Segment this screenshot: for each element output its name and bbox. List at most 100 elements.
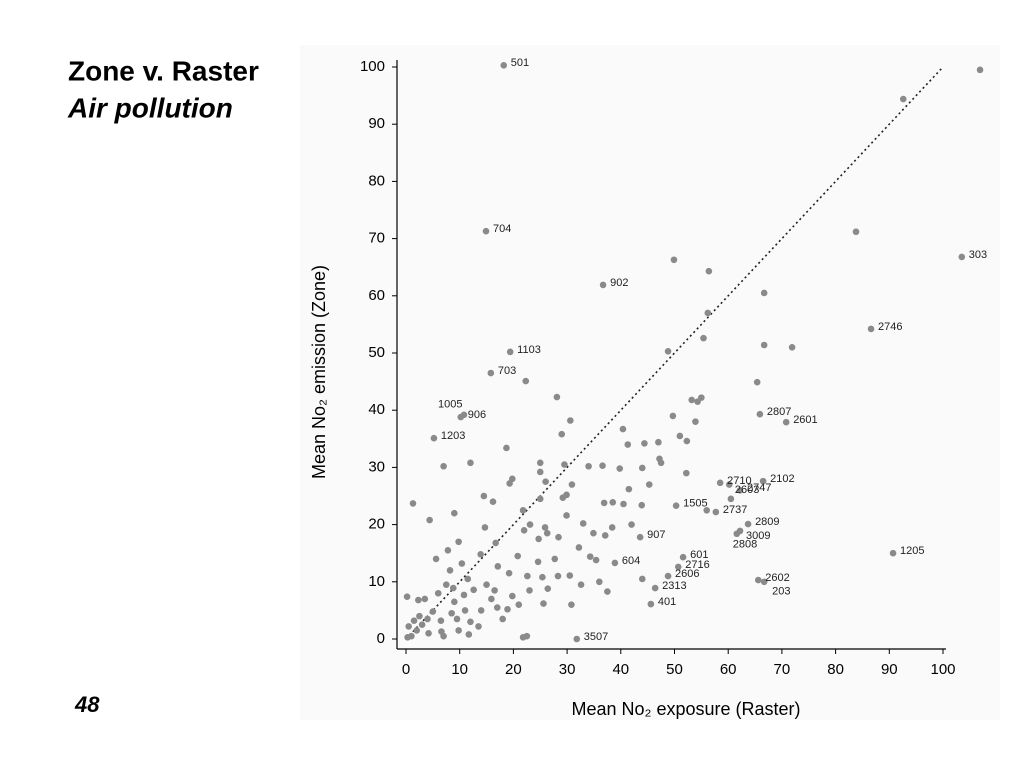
data-point: [542, 478, 549, 486]
data-point: [669, 412, 677, 420]
point-label: 2102: [770, 473, 794, 485]
data-point: [509, 592, 516, 600]
data-point: [470, 586, 477, 594]
data-point: [413, 627, 421, 634]
data-point: [620, 500, 627, 508]
data-point: [736, 486, 744, 494]
y-tick-label: 60: [368, 287, 385, 304]
data-point: [489, 498, 497, 506]
data-point: [526, 587, 533, 594]
point-label: 1205: [900, 545, 924, 557]
data-point: [440, 462, 447, 470]
data-point: [641, 440, 648, 447]
y-tick-label: 100: [360, 58, 385, 75]
data-point: [403, 593, 411, 600]
point-label: 2747: [747, 482, 771, 494]
data-point: [558, 430, 566, 438]
data-point: [405, 623, 412, 630]
point-label: 1103: [517, 344, 541, 356]
data-point: [555, 533, 562, 541]
x-tick-label: 60: [720, 661, 737, 678]
point-label: 203: [772, 586, 790, 598]
y-tick-label: 0: [377, 630, 385, 647]
data-point: [670, 256, 678, 264]
data-point: [638, 575, 646, 583]
point-label: 2313: [662, 580, 686, 592]
data-point: [451, 509, 458, 517]
data-point: [553, 393, 561, 401]
data-point: [465, 631, 473, 638]
data-point: [536, 468, 544, 476]
point-label: 2603: [735, 484, 759, 496]
data-point: [437, 617, 445, 624]
data-point: [432, 555, 440, 563]
data-point: [672, 502, 680, 510]
data-point: [608, 524, 616, 531]
data-point: [455, 627, 462, 634]
page-number: 48: [74, 692, 100, 717]
data-point: [551, 555, 559, 563]
data-point: [628, 521, 635, 528]
data-point: [536, 495, 544, 503]
data-point: [544, 585, 552, 592]
y-tick-label: 10: [368, 573, 385, 590]
data-point: [464, 575, 472, 583]
data-point: [448, 609, 455, 617]
point-label: 3009: [746, 530, 770, 542]
point-label: 704: [493, 223, 511, 235]
slide-title: Zone v. Raster: [68, 55, 259, 86]
x-tick-label: 0: [402, 661, 410, 678]
data-point: [601, 532, 609, 539]
data-point: [625, 485, 633, 493]
y-axis-label: Mean No₂ emission (Zone): [309, 265, 329, 479]
point-label: 1505: [683, 498, 707, 510]
slide-subtitle: Air pollution: [67, 92, 233, 123]
point-label: 601: [690, 549, 708, 561]
point-label: 2710: [727, 475, 751, 487]
data-point: [482, 227, 490, 235]
x-tick-label: 30: [559, 661, 576, 678]
point-label: 2737: [723, 504, 747, 516]
data-point: [488, 595, 495, 603]
data-point: [638, 464, 646, 472]
data-point: [523, 632, 531, 640]
data-point: [524, 572, 531, 580]
data-point: [636, 533, 644, 541]
x-tick-label: 100: [930, 661, 955, 678]
data-point: [415, 596, 422, 604]
data-point: [899, 95, 907, 103]
data-point: [683, 469, 690, 477]
x-tick-label: 50: [666, 661, 683, 678]
data-point: [590, 529, 597, 537]
data-point: [744, 520, 752, 528]
data-point: [733, 530, 741, 538]
y-tick-label: 80: [368, 172, 385, 189]
x-tick-label: 80: [827, 661, 844, 678]
data-point: [674, 563, 682, 571]
data-point: [976, 66, 984, 74]
data-point: [573, 635, 581, 643]
data-point: [453, 615, 461, 623]
point-label: 604: [622, 555, 640, 567]
point-label: 303: [969, 249, 987, 261]
data-point: [409, 500, 417, 507]
data-point: [440, 632, 447, 640]
data-point: [416, 612, 423, 620]
data-point: [514, 552, 521, 560]
x-tick-label: 20: [505, 661, 522, 678]
data-point: [568, 481, 576, 488]
data-point: [481, 524, 489, 531]
data-point: [503, 444, 510, 452]
data-point: [483, 581, 490, 588]
data-point: [753, 378, 761, 386]
data-point: [638, 501, 646, 509]
point-label: 2809: [755, 516, 779, 528]
data-point: [575, 544, 583, 551]
data-point: [515, 601, 523, 608]
data-point: [567, 417, 574, 424]
data-point: [520, 527, 528, 534]
data-point: [458, 560, 466, 567]
data-point: [500, 61, 508, 69]
data-point: [449, 584, 457, 592]
data-point: [460, 591, 468, 599]
